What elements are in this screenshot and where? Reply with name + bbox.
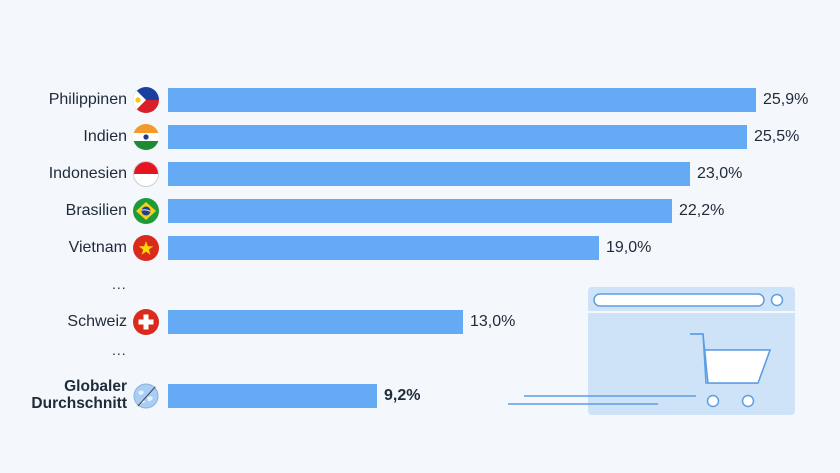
- value-label: 19,0%: [606, 239, 652, 256]
- bar: [168, 162, 690, 186]
- category-label-line1: Globaler: [64, 378, 127, 395]
- india-flag-icon: [133, 124, 159, 150]
- bar-row-vietnam: Vietnam 19,0%: [0, 235, 840, 261]
- category-label: Brasilien: [65, 202, 127, 219]
- value-label: 9,2%: [384, 387, 421, 404]
- globe-icon: [133, 383, 159, 409]
- category-label: Philippinen: [48, 91, 127, 108]
- category-label: Schweiz: [67, 313, 127, 330]
- bar-row-brazil: Brasilien 22,2%: [0, 198, 840, 224]
- value-label: 25,5%: [754, 128, 800, 145]
- category-label: Globaler Durchschnitt: [31, 378, 127, 412]
- philippines-flag-icon: [133, 87, 159, 113]
- bar-row-india: Indien 25,5%: [0, 124, 840, 150]
- bar: [168, 236, 599, 260]
- category-label-line2: Durchschnitt: [31, 395, 127, 412]
- bar: [168, 199, 672, 223]
- value-label: 25,9%: [763, 91, 809, 108]
- bar: [168, 384, 377, 408]
- online-shopping-cart-browser-icon: [500, 285, 810, 420]
- switzerland-flag-icon: [133, 309, 159, 335]
- category-label: Indonesien: [48, 165, 127, 182]
- bar-row-switzerland: Schweiz 13,0%: [0, 309, 840, 335]
- bar-row-philippines: Philippinen 25,9%: [0, 87, 840, 113]
- bar: [168, 125, 747, 149]
- bar: [168, 310, 463, 334]
- category-label: Indien: [83, 128, 127, 145]
- bar-row-global-average: Globaler Durchschnitt 9,2%: [0, 378, 840, 412]
- bar-row-indonesia: Indonesien 23,0%: [0, 161, 840, 187]
- value-label: 22,2%: [679, 202, 725, 219]
- value-label: 23,0%: [697, 165, 743, 182]
- vietnam-flag-icon: [133, 235, 159, 261]
- category-label: Vietnam: [68, 239, 127, 256]
- value-label: 13,0%: [470, 313, 516, 330]
- bar: [168, 88, 756, 112]
- ellipsis: ...: [112, 342, 127, 358]
- indonesia-flag-icon: [133, 161, 159, 187]
- brazil-flag-icon: [133, 198, 159, 224]
- ellipsis: ...: [112, 276, 127, 292]
